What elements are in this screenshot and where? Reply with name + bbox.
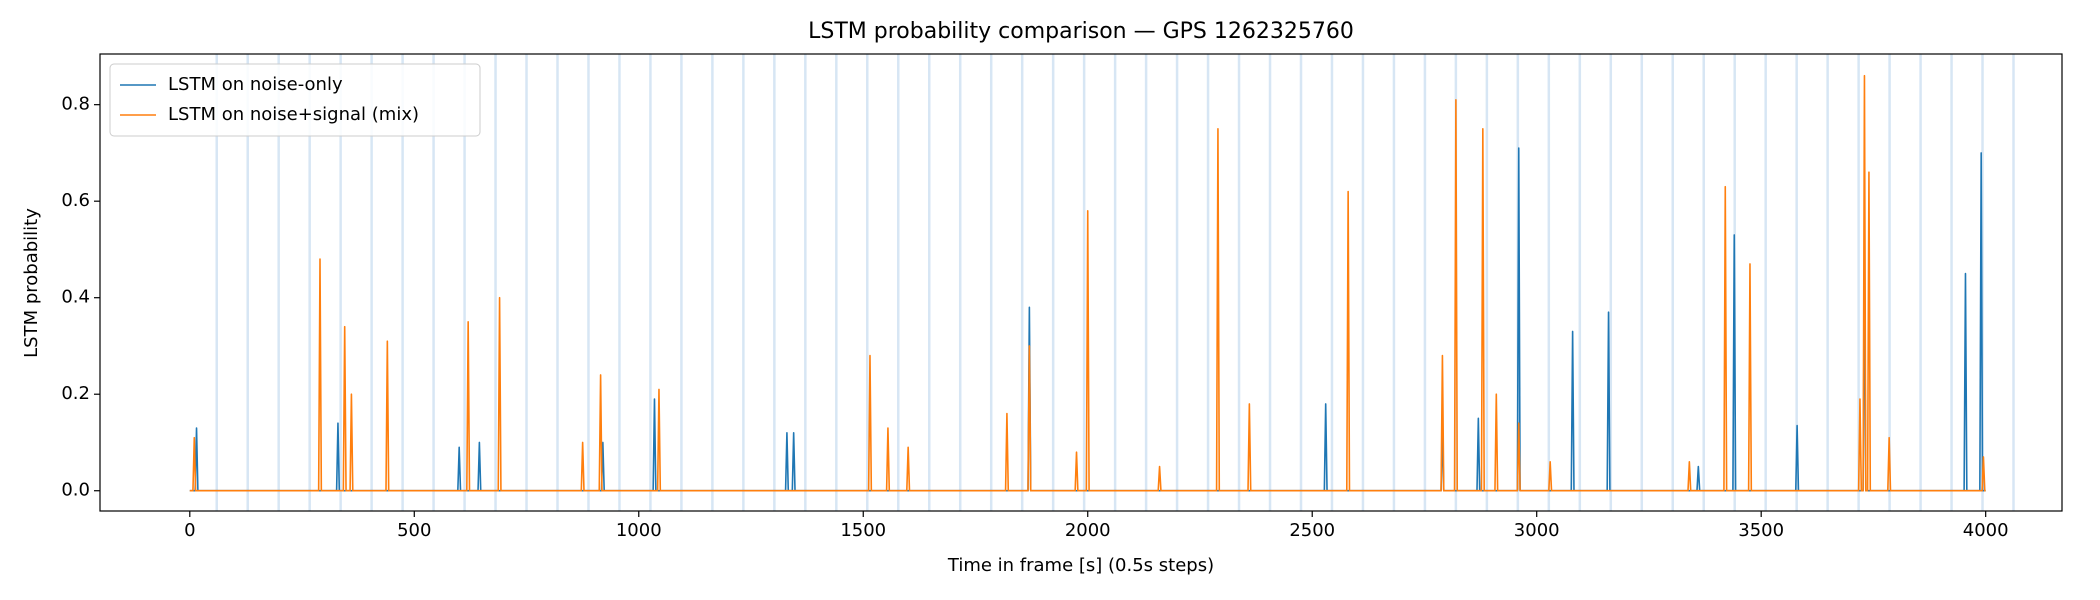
y-tick-label: 0.2 xyxy=(61,383,90,404)
x-tick-label: 2000 xyxy=(1065,520,1111,541)
x-tick-label: 500 xyxy=(397,520,431,541)
x-tick-label: 3500 xyxy=(1738,520,1784,541)
y-tick-label: 0.0 xyxy=(61,480,90,501)
y-tick-label: 0.4 xyxy=(61,287,90,308)
x-tick-label: 0 xyxy=(184,520,195,541)
x-tick-label: 1500 xyxy=(840,520,886,541)
y-tick-label: 0.6 xyxy=(61,190,90,211)
legend-label: LSTM on noise+signal (mix) xyxy=(168,104,419,125)
x-axis-label: Time in frame [s] (0.5s steps) xyxy=(947,555,1214,576)
chart-title: LSTM probability comparison — GPS 126232… xyxy=(808,19,1354,44)
series-line xyxy=(189,74,1986,492)
x-tick-label: 1000 xyxy=(616,520,662,541)
x-tick-label: 4000 xyxy=(1963,520,2009,541)
plot-frame xyxy=(99,53,2063,512)
y-tick-label: 0.8 xyxy=(61,94,90,115)
y-axis-label: LSTM probability xyxy=(21,208,42,358)
x-tick-label: 3000 xyxy=(1514,520,1560,541)
legend-label: LSTM on noise-only xyxy=(168,74,343,95)
x-tick-label: 2500 xyxy=(1289,520,1335,541)
legend: LSTM on noise-only LSTM on noise+signal (… xyxy=(109,63,481,137)
legend-box xyxy=(109,63,481,137)
